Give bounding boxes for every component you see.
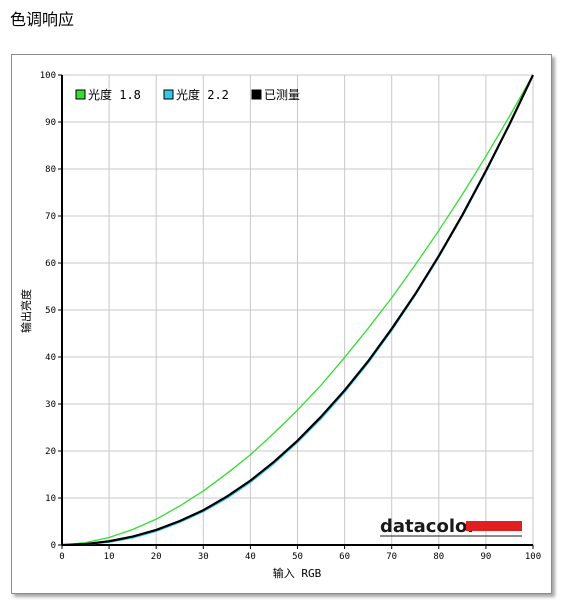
x-tick-label: 50 bbox=[292, 552, 303, 562]
x-tick-label: 80 bbox=[433, 552, 444, 562]
x-tick-label: 10 bbox=[104, 552, 115, 562]
y-tick-label: 90 bbox=[45, 118, 56, 128]
y-tick-label: 40 bbox=[45, 353, 56, 363]
x-axis-label: 输入 RGB bbox=[273, 566, 322, 580]
grid bbox=[62, 74, 534, 545]
legend-swatch bbox=[251, 89, 262, 100]
x-tick-labels: 0 10 20 30 40 50 60 70 80 90 100 bbox=[59, 545, 541, 562]
series-line-3 bbox=[61, 74, 534, 547]
x-tick-label: 40 bbox=[245, 552, 256, 562]
x-tick-label: 60 bbox=[339, 552, 350, 562]
series-lines bbox=[61, 74, 534, 547]
y-tick-label: 60 bbox=[45, 259, 56, 269]
legend: 光度 1.8 光度 2.2 已测量 bbox=[75, 87, 300, 102]
y-tick-label: 80 bbox=[45, 165, 56, 175]
legend-swatch bbox=[75, 89, 86, 100]
x-tick-label: 30 bbox=[198, 552, 209, 562]
page-title: 色调响应 bbox=[10, 10, 75, 29]
x-tick-label: 0 bbox=[59, 552, 64, 562]
y-tick-label: 10 bbox=[45, 494, 56, 504]
chart-frame: 0 10 20 30 40 50 60 70 80 90 100 0 10 20 30 40 50 60 70 80… bbox=[11, 54, 552, 594]
legend-label: 光度 2.2 bbox=[176, 87, 229, 102]
legend-label: 已测量 bbox=[264, 88, 300, 102]
x-tick-label: 90 bbox=[480, 552, 491, 562]
y-axis-label: 输出亮度 bbox=[19, 289, 33, 333]
brand-bar bbox=[466, 521, 522, 531]
y-tick-label: 30 bbox=[45, 400, 56, 410]
y-tick-label: 0 bbox=[51, 541, 56, 551]
x-tick-label: 100 bbox=[525, 552, 541, 562]
series-line-1 bbox=[61, 74, 534, 546]
tone-response-chart: 0 10 20 30 40 50 60 70 80 90 100 0 10 20 30 40 50 60 70 80… bbox=[19, 71, 541, 580]
y-tick-label: 70 bbox=[45, 212, 56, 222]
brand-text: datacolor bbox=[380, 516, 476, 537]
datacolor-logo: datacolor bbox=[380, 516, 522, 537]
y-tick-labels: 0 10 20 30 40 50 60 70 80 90 100 bbox=[40, 71, 62, 551]
legend-swatch bbox=[163, 89, 174, 100]
legend-label: 光度 1.8 bbox=[88, 87, 141, 102]
x-tick-label: 20 bbox=[151, 552, 162, 562]
y-tick-label: 50 bbox=[45, 306, 56, 316]
y-tick-label: 20 bbox=[45, 447, 56, 457]
y-tick-label: 100 bbox=[40, 71, 56, 81]
x-tick-label: 70 bbox=[386, 552, 397, 562]
